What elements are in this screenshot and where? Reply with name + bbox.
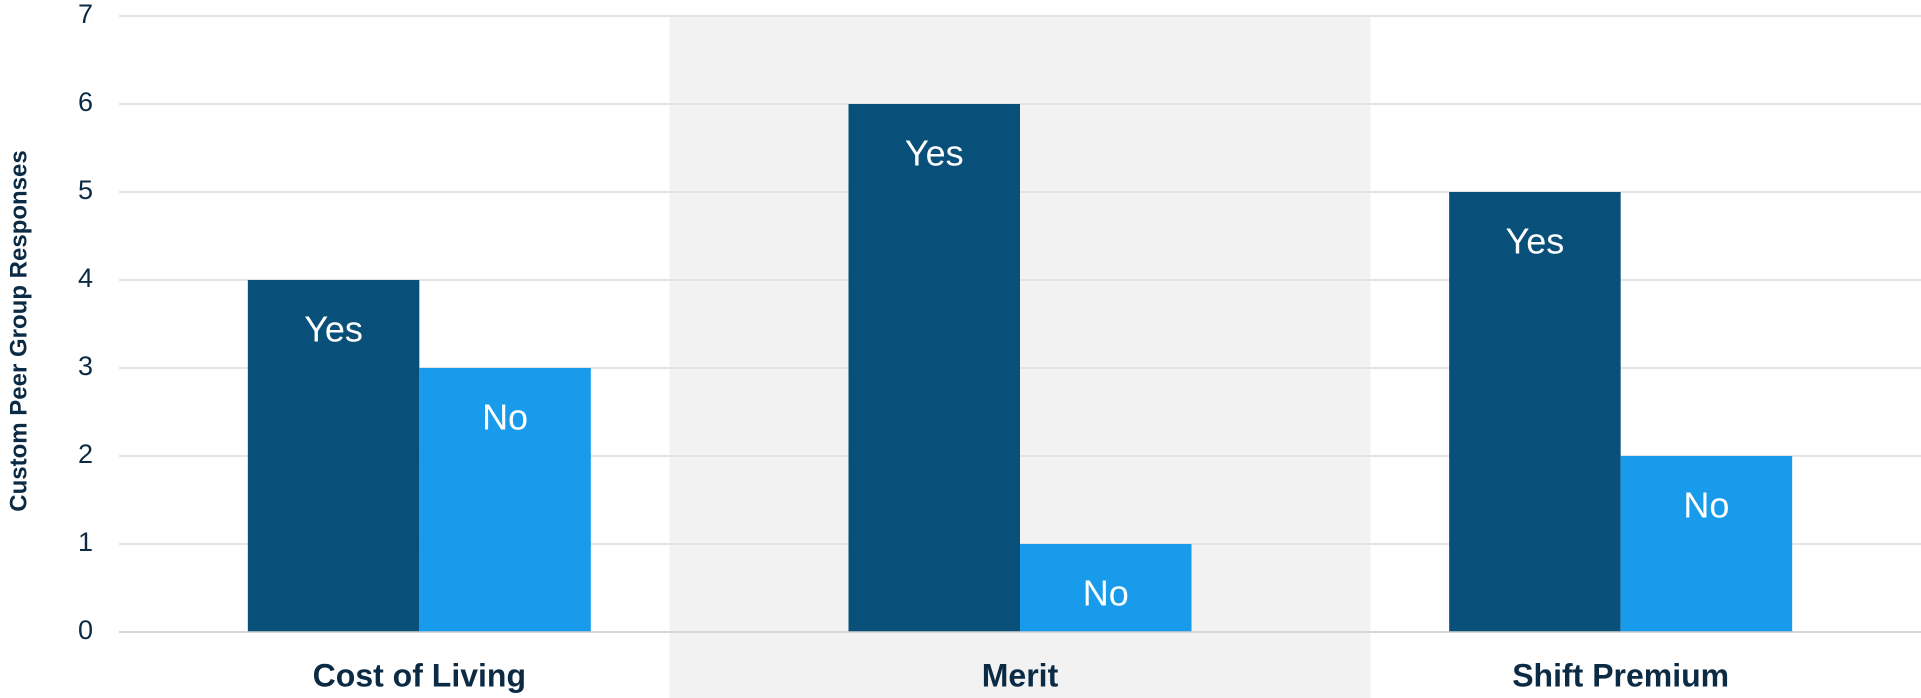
bar bbox=[419, 368, 591, 632]
y-axis-title: Custom Peer Group Responses bbox=[5, 150, 32, 511]
x-tick-label: Shift Premium bbox=[1512, 657, 1729, 693]
bar-label: Yes bbox=[905, 133, 964, 174]
x-tick-label: Merit bbox=[982, 657, 1059, 693]
bar-label: No bbox=[1683, 485, 1729, 526]
bar-label: No bbox=[482, 397, 528, 438]
bar bbox=[848, 104, 1020, 632]
y-tick-label: 1 bbox=[78, 527, 93, 557]
x-tick-label: Cost of Living bbox=[313, 657, 526, 693]
bar-label: Yes bbox=[304, 309, 363, 350]
y-tick-label: 7 bbox=[78, 0, 93, 29]
bar bbox=[1620, 456, 1793, 632]
bar-label: No bbox=[1083, 573, 1129, 614]
y-tick-label: 3 bbox=[78, 351, 93, 381]
y-tick-label: 2 bbox=[78, 439, 93, 469]
y-tick-label: 5 bbox=[78, 175, 93, 205]
bar-label: Yes bbox=[1506, 221, 1565, 262]
y-tick-label: 0 bbox=[78, 615, 93, 645]
bar bbox=[1020, 544, 1192, 632]
y-tick-label: 4 bbox=[78, 263, 93, 293]
y-tick-label: 6 bbox=[78, 87, 93, 117]
bar bbox=[1449, 192, 1621, 632]
bar bbox=[247, 280, 420, 632]
